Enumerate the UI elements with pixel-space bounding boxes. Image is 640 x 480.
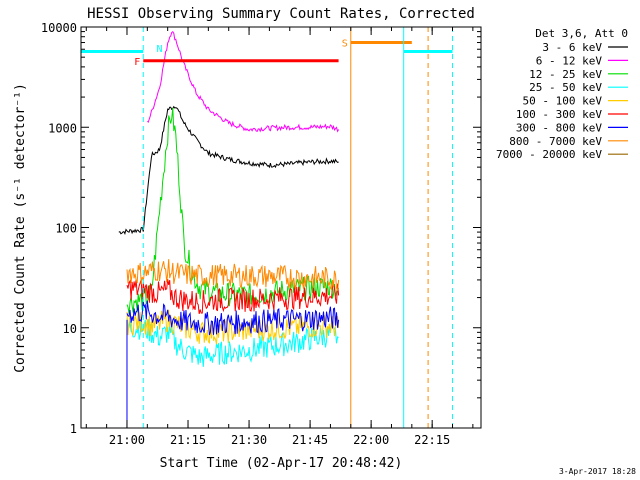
legend-label-1: 3 - 6 keV [542, 41, 602, 54]
legend-label-2: 6 - 12 keV [536, 54, 603, 67]
legend-label-3: 12 - 25 keV [529, 68, 602, 81]
tick-layer: 21:00 21:15 21:30 21:45 22:00 22:15 1 10 100 1000… [41, 21, 481, 447]
x-axis-label: Start Time (02-Apr-17 20:48:42) [160, 456, 403, 471]
legend-label-4: 25 - 50 keV [529, 81, 602, 94]
y-tick-label-5: 10000 [41, 21, 77, 35]
series-line-7 [126, 300, 340, 336]
flag-label-2: N [157, 44, 163, 55]
x-tick-label-4: 21:45 [292, 433, 328, 447]
y-tick-label-4: 1000 [48, 121, 77, 135]
legend-label-6: 100 - 300 keV [516, 108, 602, 121]
series-layer [118, 30, 340, 367]
y-axis-label: Corrected Count Rate (s⁻¹ detector⁻¹) [13, 83, 28, 373]
legend-label-8: 800 - 7000 keV [509, 135, 602, 148]
flag-label-4: S [342, 39, 348, 50]
y-tick-label-2: 10 [63, 322, 77, 336]
x-tick-label-2: 21:15 [170, 433, 206, 447]
legend-label-9: 7000 - 20000 keV [496, 148, 602, 161]
y-tick-label-3: 100 [55, 222, 77, 236]
series-line-6 [126, 279, 340, 315]
series-line-2 [147, 30, 340, 133]
legend-title: Det 3,6, Att 0 [535, 27, 628, 40]
series-line-3 [126, 107, 340, 314]
x-tick-label-6: 22:15 [414, 433, 450, 447]
chart-title: HESSI Observing Summary Count Rates, Cor… [87, 6, 475, 22]
x-tick-label-1: 21:00 [109, 433, 145, 447]
legend-label-7: 300 - 800 keV [516, 121, 602, 134]
series-line-5 [126, 309, 340, 345]
series-line-8 [126, 259, 340, 292]
flag-layer: F N S [81, 39, 453, 68]
footer-date: 3-Apr-2017 18:28 [559, 467, 636, 476]
series-line-1 [118, 105, 339, 236]
flag-label-1: F [134, 57, 140, 68]
x-tick-label-3: 21:30 [231, 433, 267, 447]
x-tick-label-5: 22:00 [353, 433, 389, 447]
series-line-4 [126, 316, 339, 367]
y-tick-label-1: 1 [70, 422, 77, 436]
legend-label-5: 50 - 100 keV [523, 95, 603, 108]
